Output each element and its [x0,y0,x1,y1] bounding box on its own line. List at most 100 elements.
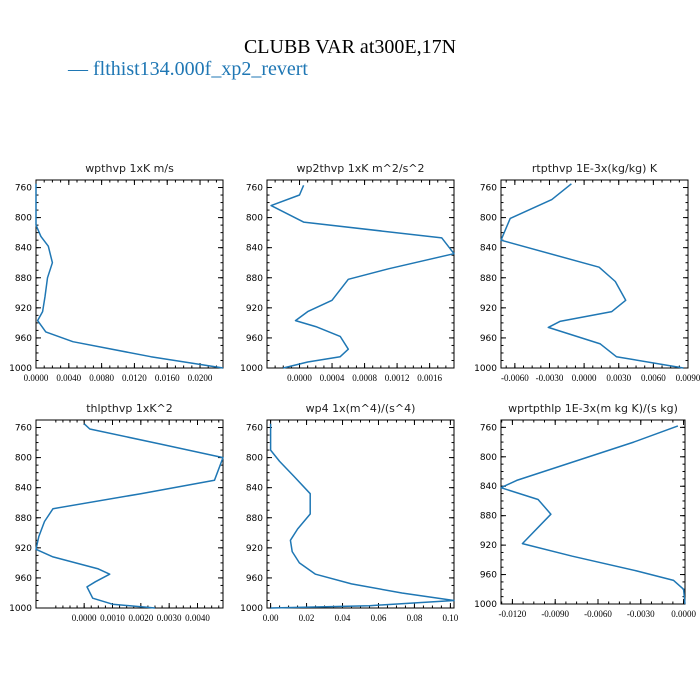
x-tick-label: -0.0120 [499,609,527,619]
y-tick-label: 800 [480,214,497,224]
panel-frame [35,419,224,609]
series-line [270,185,455,369]
x-tick-label: 0.0030 [606,373,631,383]
y-tick-label: 760 [246,184,263,194]
y-tick-label: 880 [480,512,497,522]
y-tick-label: 1000 [9,604,32,614]
x-tick-label: 0.02 [299,613,315,623]
x-tick-label: -0.0090 [541,609,569,619]
y-tick-label: 920 [15,304,32,314]
x-tick-label: 0.06 [371,613,387,623]
y-tick-label: 760 [15,184,32,194]
x-tick-label: 0.0090 [676,373,700,383]
series-line [35,423,224,609]
x-tick-label: 0.0120 [122,373,147,383]
y-tick-label: 800 [15,454,32,464]
y-tick-label: 840 [246,244,263,254]
x-tick-label: 0.0040 [185,613,210,623]
y-tick-label: 760 [15,424,32,434]
series-line [35,183,224,369]
figure-title: CLUBB VAR at300E,17N [243,36,457,58]
panel-title: wp2thvp 1xK m^2/s^2 [296,162,424,175]
legend: — flthist134.000f_xp2_revert [68,58,308,81]
x-tick-label: 0.0004 [320,373,345,383]
x-tick-label: -0.0060 [501,373,529,383]
y-tick-label: 920 [246,544,263,554]
panel-title: wpthvp 1xK m/s [85,162,174,175]
y-tick-label: 1000 [474,364,497,374]
y-tick-label: 1000 [9,364,32,374]
panel-title: wp4 1x(m^4)/(s^4) [306,402,416,415]
panel-5: wp4 1x(m^4)/(s^4)76080084088092096010000… [240,402,459,623]
y-tick-label: 1000 [240,364,263,374]
panel-frame [500,179,689,369]
series-line [500,425,686,605]
x-tick-label: 0.08 [407,613,423,623]
y-tick-label: 920 [480,541,497,551]
legend-marker: — [68,58,88,80]
panel-title: wprtpthlp 1E-3x(m kg K)/(s kg) [508,402,678,415]
y-tick-label: 840 [246,484,263,494]
panel-title: thlpthvp 1xK^2 [86,402,173,415]
y-tick-label: 920 [15,544,32,554]
x-tick-label: 0.0060 [641,373,666,383]
y-tick-label: 800 [246,454,263,464]
x-tick-label: 0.0000 [72,613,97,623]
x-tick-label: 0.00 [263,613,279,623]
panel-frame [500,419,686,605]
panel-1: wpthvp 1xK m/s76080084088092096010000.00… [9,162,224,383]
x-tick-label: 0.0020 [128,613,153,623]
y-tick-label: 880 [246,274,263,284]
panel-title: rtpthvp 1E-3x(kg/kg) K [532,162,658,175]
y-tick-label: 960 [246,334,263,344]
x-tick-label: 0.0000 [671,609,696,619]
x-tick-label: 0.0012 [385,373,410,383]
y-tick-label: 840 [15,244,32,254]
y-tick-label: 760 [246,424,263,434]
y-tick-label: 920 [480,304,497,314]
y-tick-label: 840 [480,482,497,492]
y-tick-label: 880 [15,274,32,284]
y-tick-label: 1000 [474,600,497,610]
y-tick-label: 800 [246,214,263,224]
x-tick-label: 0.0030 [157,613,182,623]
y-tick-label: 960 [15,334,32,344]
series-line [269,423,455,609]
y-tick-label: 800 [480,453,497,463]
series-line [500,183,684,369]
x-tick-label: 0.0040 [56,373,81,383]
x-tick-label: 0.0010 [100,613,125,623]
x-tick-label: -0.0060 [584,609,612,619]
y-tick-label: 760 [480,184,497,194]
x-tick-label: 0.0080 [89,373,114,383]
x-tick-label: 0.10 [443,613,459,623]
x-tick-label: 0.0200 [188,373,213,383]
y-tick-label: 960 [480,334,497,344]
y-tick-label: 800 [15,214,32,224]
y-tick-label: 960 [15,574,32,584]
y-tick-label: 880 [246,514,263,524]
x-tick-label: 0.0000 [24,373,49,383]
x-tick-label: 0.0160 [155,373,180,383]
panel-frame [35,179,224,369]
y-tick-label: 960 [246,574,263,584]
x-tick-label: 0.0000 [572,373,597,383]
panel-frame [266,419,455,609]
panel-4: thlpthvp 1xK^2 760 800 840 880 920 960 1000 0.00… [9,402,224,623]
x-tick-label: 0.0016 [417,373,442,383]
panel-frame [266,179,455,369]
y-tick-label: 880 [15,514,32,524]
panel-2: wp2thvp 1xK m^2/s^2 760 800 840 880 920 960 100… [240,162,455,383]
y-tick-label: 960 [480,571,497,581]
panel-6: wprtpthlp 1E-3x(m kg K)/(s kg) 760 800 840 8… [474,402,696,619]
y-tick-label: 920 [246,304,263,314]
x-tick-label: -0.0030 [627,609,655,619]
panel-3: rtpthvp 1E-3x(kg/kg) K 760 800 840 880 920 960… [474,162,700,383]
y-tick-label: 760 [480,423,497,433]
y-tick-label: 880 [480,274,497,284]
y-tick-label: 840 [480,244,497,254]
y-tick-label: 840 [15,484,32,494]
y-tick-label: 1000 [240,604,263,614]
x-tick-label: 0.04 [335,613,351,623]
